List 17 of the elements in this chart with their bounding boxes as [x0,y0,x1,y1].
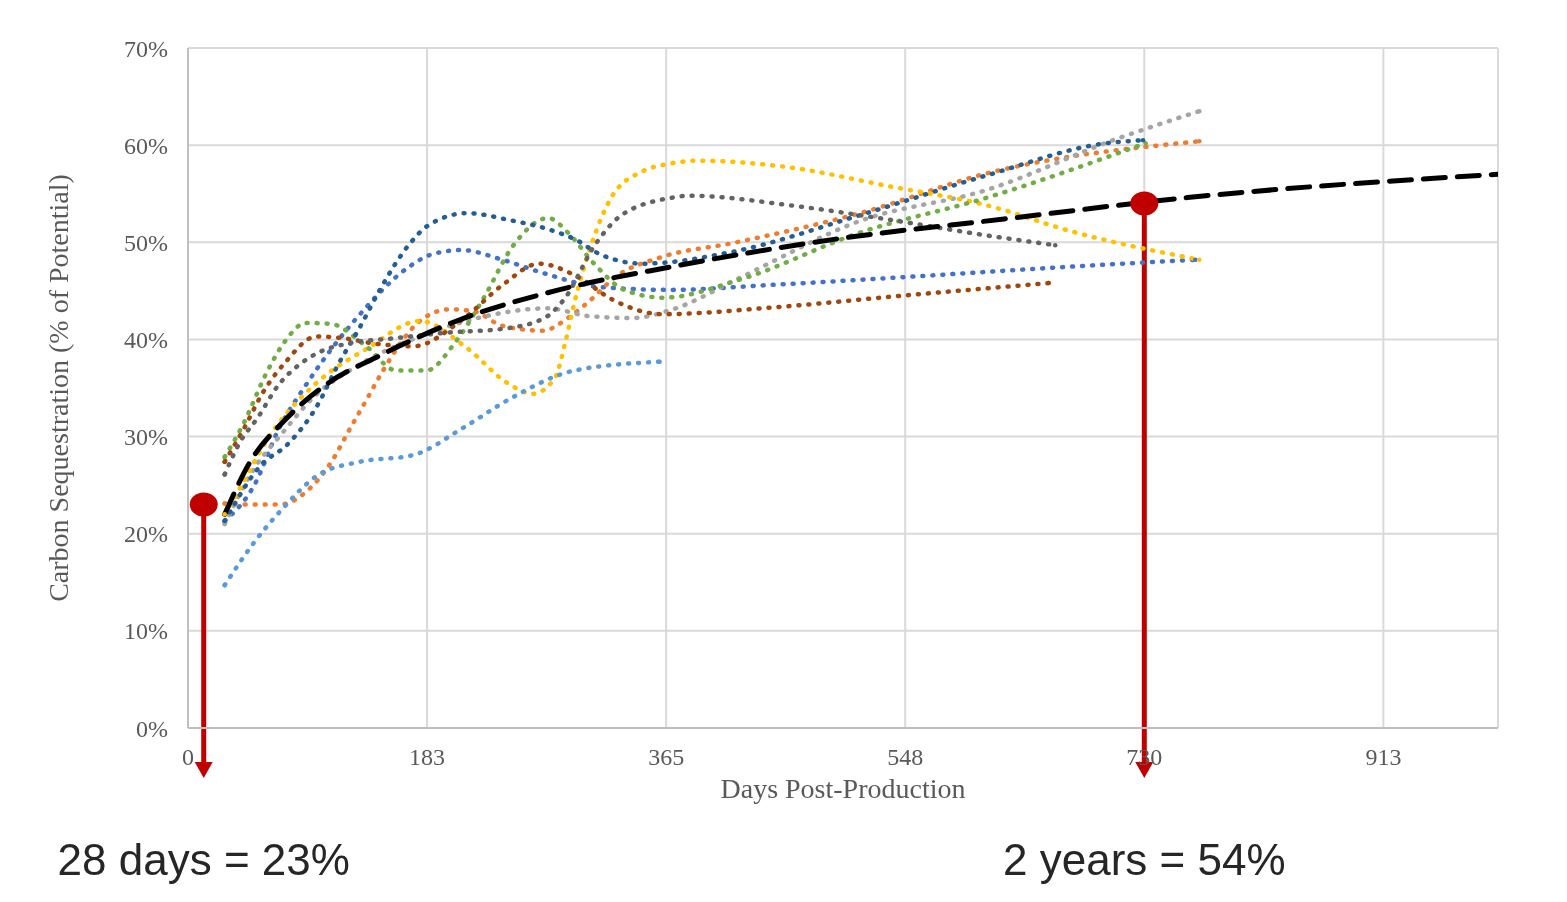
y-tick-label: 40% [124,326,168,353]
y-tick-label: 60% [124,132,168,159]
y-tick-label: 70% [124,35,168,62]
x-axis-title: Days Post-Production [720,773,966,804]
x-tick-label: 0 [182,744,194,771]
x-tick-label: 913 [1365,744,1402,771]
y-tick-label: 50% [124,229,168,256]
y-tick-label: 10% [124,618,168,645]
y-axis-title: Carbon Sequestration (% of Potential) [42,174,74,602]
text: 2 years = 54% [1003,835,1286,884]
text: 28 days = 23% [57,835,350,884]
y-tick-label: 30% [124,424,168,451]
y-tick-label: 0% [136,715,168,742]
y-tick-label: 20% [124,521,168,548]
x-tick-label: 183 [409,744,446,771]
x-tick-label: 365 [648,744,685,771]
x-tick-label: 548 [887,744,924,771]
